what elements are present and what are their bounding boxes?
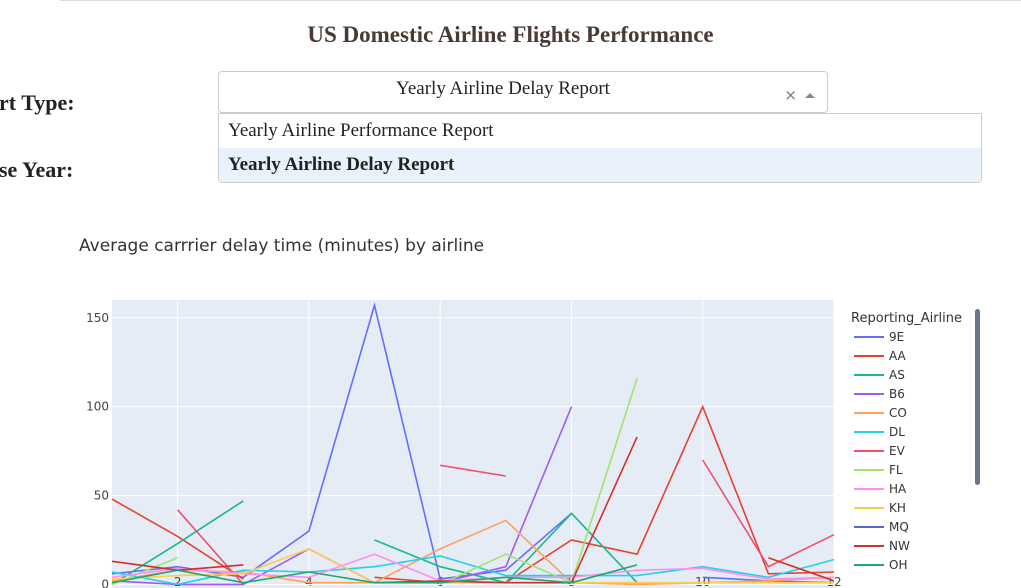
top-divider <box>60 0 1021 3</box>
legend-label-AS: AS <box>889 368 905 382</box>
legend-label-EV: EV <box>889 444 906 458</box>
caret-up-icon[interactable] <box>805 93 815 98</box>
y-tick-label: 50 <box>94 489 109 503</box>
legend-label-HA: HA <box>889 482 907 496</box>
legend-label-FL: FL <box>889 463 903 477</box>
legend-label-MQ: MQ <box>889 520 909 534</box>
y-tick-label: 150 <box>86 311 109 325</box>
legend-label-DL: DL <box>889 425 905 439</box>
legend-scrollbar[interactable] <box>975 309 980 485</box>
series-line-OH <box>111 564 638 584</box>
legend-label-OH: OH <box>889 558 907 572</box>
plot-area <box>112 300 834 588</box>
dropdown-menu: Yearly Airline Performance Report Yearly… <box>218 113 982 183</box>
option-performance-report[interactable]: Yearly Airline Performance Report <box>228 120 494 141</box>
dropdown-selected-value: Yearly Airline Delay Report <box>396 78 610 99</box>
legend-label-B6: B6 <box>889 387 905 401</box>
legend-label-CO: CO <box>889 406 907 420</box>
choose-year-label: ose Year: <box>0 157 74 182</box>
legend-label-NW: NW <box>889 539 910 553</box>
option-delay-report[interactable]: Yearly Airline Delay Report <box>219 148 981 182</box>
series-line-HA <box>111 553 835 582</box>
series-line-KH <box>111 548 834 584</box>
y-tick-label: 0 <box>101 577 109 588</box>
clear-icon[interactable]: × <box>784 86 797 104</box>
series-line-EV <box>176 459 835 585</box>
legend-label-9E: 9E <box>889 330 904 344</box>
y-tick-label: 100 <box>86 400 109 414</box>
page-title: US Domestic Airline Flights Performance <box>307 22 714 47</box>
report-type-label: ort Type: <box>0 90 75 115</box>
legend-label-KH: KH <box>889 501 906 515</box>
x-tick-label: 4 <box>305 575 313 588</box>
chart-title: Average carrrier delay time (minutes) by… <box>79 236 485 256</box>
x-tick-label: 2 <box>174 575 182 588</box>
report-type-dropdown[interactable]: Yearly Airline Delay Report × <box>218 71 828 113</box>
legend-label-AA: AA <box>889 349 907 363</box>
legend-title: Reporting_Airline <box>851 311 962 326</box>
